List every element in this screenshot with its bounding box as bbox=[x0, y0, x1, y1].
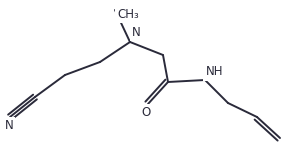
Text: N: N bbox=[132, 26, 141, 39]
Text: CH₃: CH₃ bbox=[117, 8, 139, 21]
Text: N: N bbox=[5, 119, 13, 132]
Text: NH: NH bbox=[206, 65, 223, 78]
Text: O: O bbox=[141, 106, 151, 119]
